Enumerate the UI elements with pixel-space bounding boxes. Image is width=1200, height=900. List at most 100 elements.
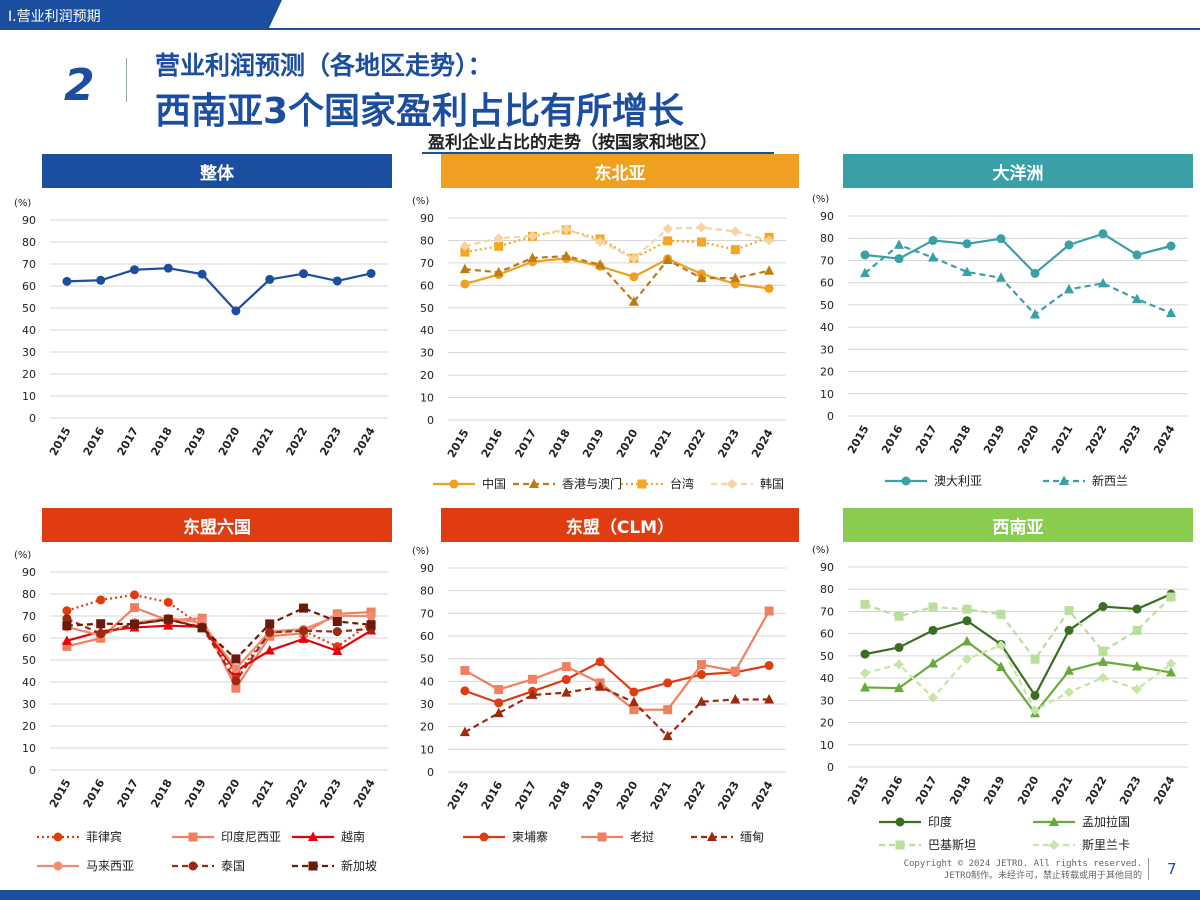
legend-label: 孟加拉国 [1082,815,1131,829]
chart-title: 东盟六国 [42,508,392,542]
data-point [629,705,639,715]
y-tick-label: 10 [22,742,36,755]
data-point [332,627,342,637]
data-point [299,626,308,636]
data-point [628,253,639,264]
legend-marker [529,478,539,488]
data-point [1064,283,1074,294]
data-point [96,619,106,629]
data-point [231,306,241,316]
data-point [928,602,938,612]
data-point [1030,308,1040,319]
legend-marker [479,832,489,841]
data-point [197,269,207,279]
data-point [265,274,275,284]
legend-swatch [1033,839,1075,850]
data-point [299,603,308,613]
copyright: Copyright © 2024 JETRO. All rights reser… [904,858,1142,882]
x-tick-label: 2016 [879,774,906,807]
data-point [561,662,571,672]
legend-item: 马来西亚 [36,857,134,874]
legend-label: 澳大利亚 [934,474,983,488]
data-point [366,620,376,630]
legend-label: 新加坡 [341,859,378,873]
data-point [163,597,173,607]
series-line [464,226,770,260]
data-point [764,606,774,616]
y-tick-label: 20 [22,368,36,381]
legend-marker [1049,839,1059,850]
data-point [962,239,972,249]
legend-label: 菲律宾 [86,830,123,844]
data-point [459,726,470,737]
legend-item: 香港与澳门 [512,475,622,492]
data-point [62,276,72,286]
data-point [298,633,309,643]
subtitle-underline [422,152,774,154]
section-label: Ⅰ.营业利润预期 [8,9,101,25]
data-point [1132,604,1142,614]
data-point [494,241,504,251]
y-tick-label: 10 [820,388,834,401]
series-line [864,232,1172,275]
y-tick-label: 30 [420,347,434,360]
y-tick-label: 60 [420,279,434,292]
data-point [527,252,538,262]
chart-title: 东盟（CLM） [441,508,799,542]
legend-marker [895,840,905,849]
data-point [561,250,572,261]
series-line [66,267,372,312]
y-axis-label: (%) [14,550,31,561]
y-tick-label: 60 [820,277,834,290]
data-point [962,604,972,614]
data-point [1098,656,1108,666]
data-point [928,657,938,668]
data-point [130,590,139,600]
data-point [696,696,707,706]
data-point [561,675,571,685]
series-line [864,243,1172,316]
legend-label: 柬埔寨 [512,830,549,844]
y-tick-label: 0 [427,414,434,427]
legend-item: 泰国 [171,857,245,874]
legend-label: 马来西亚 [86,859,135,873]
y-tick-label: 0 [29,412,36,425]
legend-item: 菲律宾 [36,828,122,845]
legend-item: 柬埔寨 [462,828,548,845]
data-point [1030,705,1040,716]
legend-item: 越南 [291,828,365,845]
data-point [697,670,706,680]
data-point [96,275,106,285]
legend-label: 斯里兰卡 [1082,838,1131,852]
data-point [697,660,706,670]
data-point [231,676,241,686]
data-point [730,245,740,255]
data-point [662,730,673,741]
data-point [1064,240,1074,250]
data-point [1132,250,1142,260]
y-tick-label: 50 [820,650,834,663]
y-tick-label: 90 [820,561,834,574]
data-point [1030,690,1040,700]
page-number: 7 [1167,860,1177,878]
y-tick-label: 30 [22,346,36,359]
data-point [332,276,342,286]
data-point [662,223,673,234]
data-point [1030,654,1040,664]
y-tick-label: 20 [820,366,834,379]
y-tick-label: 30 [420,698,434,711]
legend-item: 韩国 [710,475,784,492]
footer-bar [0,890,1200,900]
data-point [696,222,707,233]
x-tick-label: 2015 [845,774,872,807]
data-point [561,224,572,235]
series-line [66,606,372,661]
data-point [996,640,1006,651]
data-point [894,682,904,693]
data-point [928,625,938,635]
series-line [464,685,770,738]
data-point [494,684,504,694]
